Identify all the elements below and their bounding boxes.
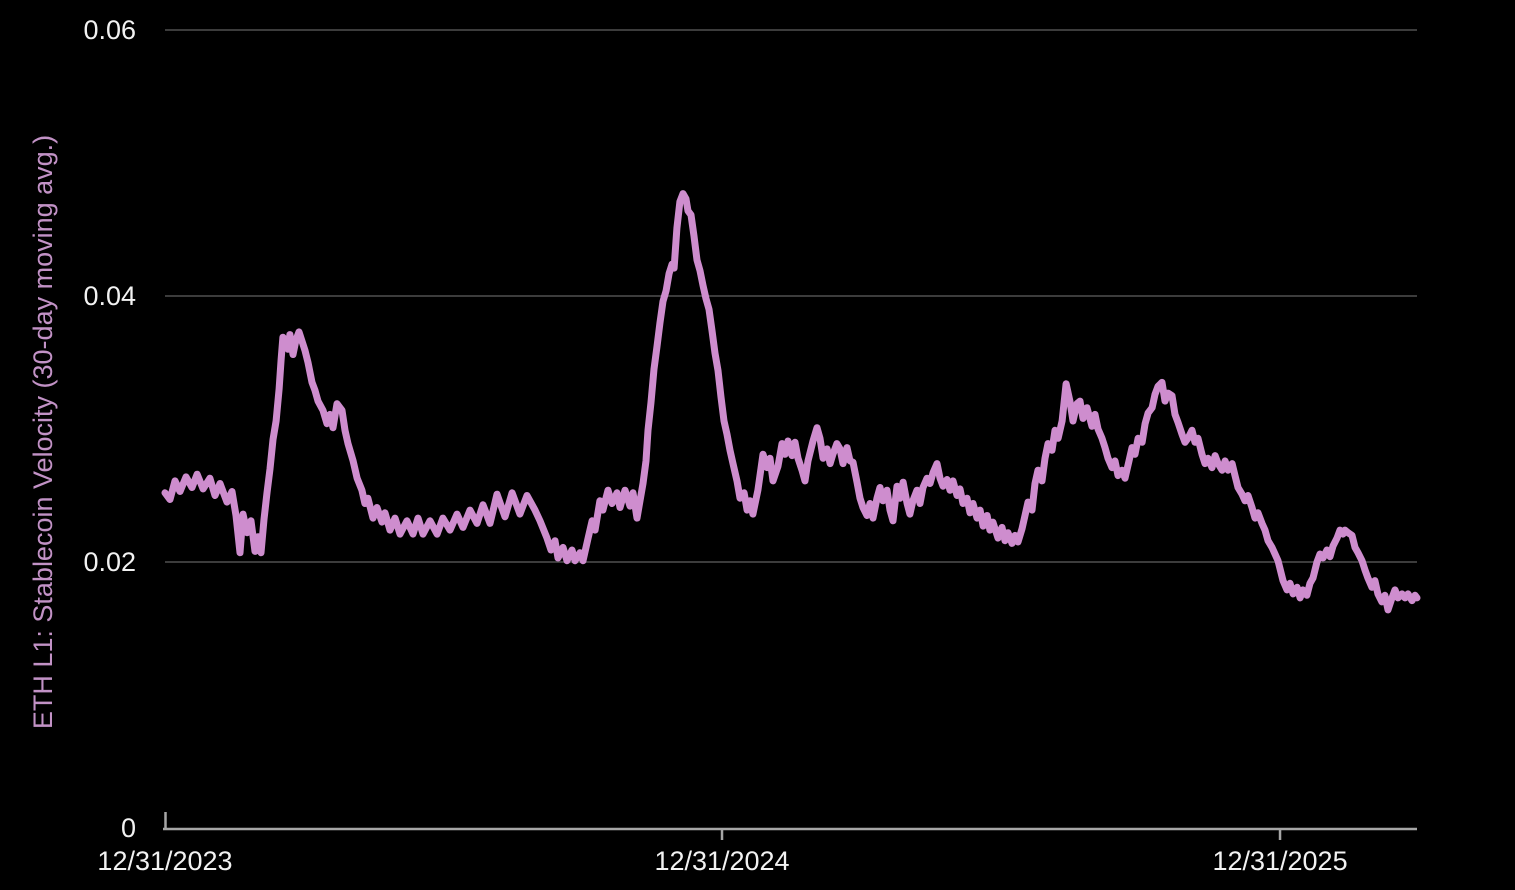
y-tick-label-0: 0 xyxy=(121,813,136,843)
x-tick-label-12/31/2024: 12/31/2024 xyxy=(654,846,789,876)
series-line-eth-l1-stablecoin-velocity xyxy=(161,190,1421,614)
x-tick-label-12/31/2025: 12/31/2025 xyxy=(1212,846,1347,876)
series-layer xyxy=(161,190,1421,614)
y-axis-title: ETH L1: Stablecoin Velocity (30-day movi… xyxy=(28,135,58,729)
x-axis xyxy=(163,812,1417,840)
gridlines xyxy=(165,29,1417,563)
x-tick-label-12/31/2023: 12/31/2023 xyxy=(97,846,232,876)
axis-labels: 0 0.02 0.04 0.06 12/31/2023 12/31/2024 12/31/2… xyxy=(83,15,1347,876)
y-tick-label-0.06: 0.06 xyxy=(83,15,136,45)
y-tick-label-0.02: 0.02 xyxy=(83,547,136,577)
y-tick-label-0.04: 0.04 xyxy=(83,281,136,311)
